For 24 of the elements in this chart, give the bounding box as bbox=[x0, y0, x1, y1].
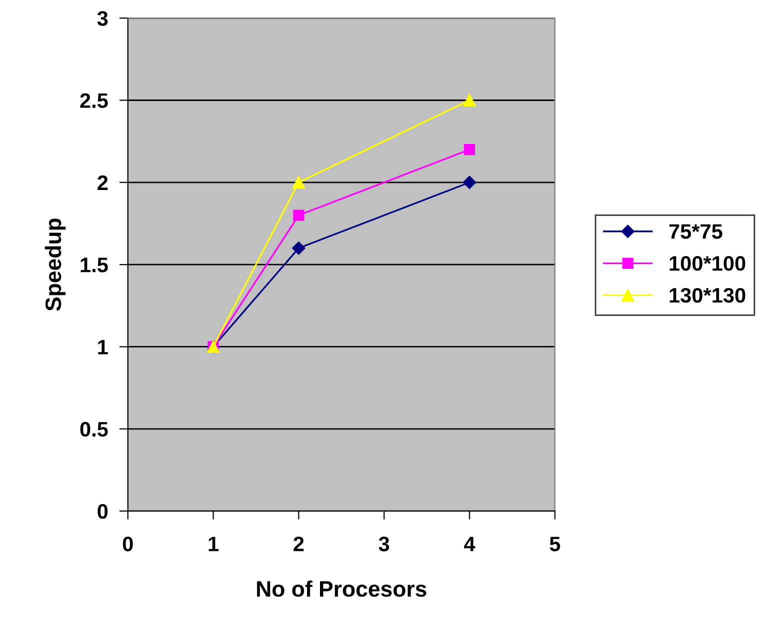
y-tick-label: 1 bbox=[98, 340, 108, 354]
point bbox=[292, 242, 306, 255]
x-tick-label: 2 bbox=[294, 536, 304, 552]
y-tick-label: 0.5 bbox=[80, 422, 108, 437]
x-tick-label: 5 bbox=[550, 536, 560, 552]
x-tick-label: 1 bbox=[208, 536, 218, 552]
y-tick-label: 2 bbox=[98, 175, 108, 190]
point bbox=[292, 176, 305, 189]
legend-label: 130*130 bbox=[670, 288, 746, 303]
x-tick-label: 4 bbox=[464, 536, 476, 552]
x-tick-label: 3 bbox=[378, 536, 390, 552]
point bbox=[462, 176, 476, 190]
point bbox=[464, 144, 476, 156]
y-tick-label: 0 bbox=[98, 504, 108, 519]
y-tick-label: 2.5 bbox=[80, 93, 108, 108]
x-tick-label: 0 bbox=[122, 536, 133, 552]
point bbox=[463, 94, 476, 107]
point bbox=[293, 210, 304, 221]
legend-label: 100*100 bbox=[670, 256, 746, 271]
x-axis-title: No of Procesors bbox=[257, 580, 426, 597]
y-tick-label: 1.5 bbox=[80, 258, 108, 272]
y-tick-label: 3 bbox=[97, 11, 108, 26]
y-axis-title: Speedup bbox=[44, 218, 66, 311]
legend-label: 75*75 bbox=[669, 224, 722, 239]
